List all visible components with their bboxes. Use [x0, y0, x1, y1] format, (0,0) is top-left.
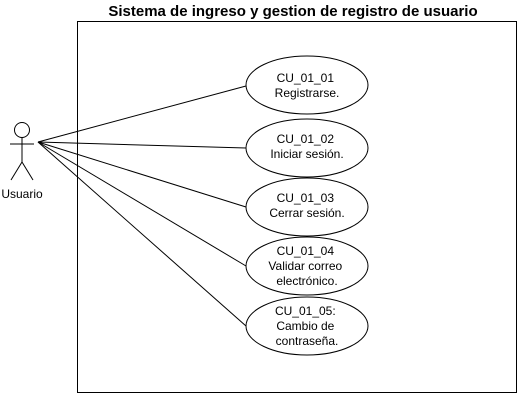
use-case-label: CU_01_03 Cerrar sesión. [269, 191, 344, 220]
use-case-label-line: electrónico. [276, 274, 337, 288]
use-case-label: CU_01_01 Registrarse. [275, 71, 340, 100]
use-case-label: CU_01_02 Iniciar sesión. [270, 132, 343, 161]
use-case-label-line: Cambio de [276, 319, 334, 333]
actor-left-leg [10, 161, 23, 181]
use-case-label-line: CU_01_01 [277, 71, 335, 85]
association-line [37, 141, 247, 267]
use-case-label-line: CU_01_04 [277, 244, 335, 258]
association-line [37, 141, 247, 327]
use-case-label-line: CU_01_05: [275, 304, 336, 318]
use-case-ellipse [245, 55, 369, 115]
actor-name: Usuario [1, 187, 43, 201]
use-case-label-line: Cerrar sesión. [269, 206, 344, 220]
use-case-2: CU_01_02 Iniciar sesión. [245, 118, 369, 178]
use-case-ellipse [245, 118, 369, 178]
actor-head [14, 122, 30, 138]
use-case-5: CU_01_05: Cambio de contraseña. [245, 296, 369, 356]
use-case-ellipse [245, 296, 369, 356]
association-line [37, 141, 247, 149]
use-case-label-line: contraseña. [276, 334, 339, 348]
system-title: Sistema de ingreso y gestion de registro… [108, 3, 477, 20]
association-line [37, 141, 247, 208]
actor-right-leg [21, 161, 34, 181]
use-case-label-line: CU_01_02 [277, 132, 335, 146]
use-case-label: CU_01_04 Validar correo electrónico. [268, 244, 345, 288]
use-case-4: CU_01_04 Validar correo electrónico. [245, 236, 369, 296]
use-case-ellipse [245, 177, 369, 237]
associations [37, 85, 247, 327]
association-line [37, 85, 247, 143]
use-case-ellipse [245, 236, 369, 296]
use-case-label-line: CU_01_03 [277, 191, 335, 205]
use-case-1: CU_01_01 Registrarse. [245, 55, 369, 115]
actor-usuario [10, 122, 34, 181]
use-case-label-line: Registrarse. [275, 86, 340, 100]
use-case-label: CU_01_05: Cambio de contraseña. [275, 304, 339, 348]
use-case-label-line: Validar correo [268, 259, 342, 273]
use-case-label-line: Iniciar sesión. [270, 147, 343, 161]
use-case-3: CU_01_03 Cerrar sesión. [245, 177, 369, 237]
